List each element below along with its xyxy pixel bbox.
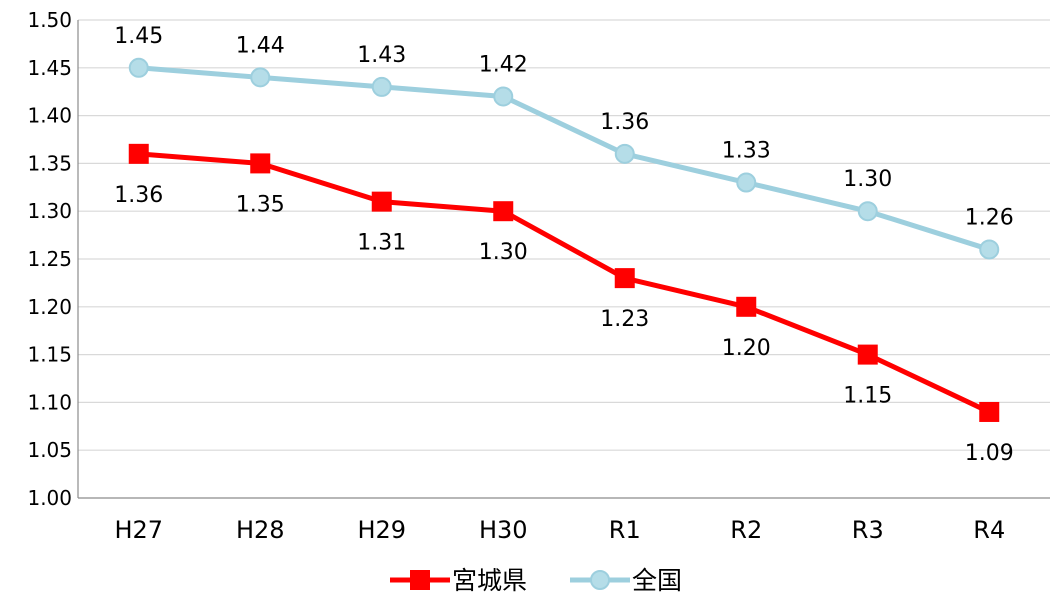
data-point bbox=[736, 296, 757, 317]
data-label: 1.36 bbox=[600, 110, 649, 135]
y-tick-label: 1.50 bbox=[27, 8, 72, 32]
data-label: 1.42 bbox=[479, 52, 528, 77]
axes bbox=[77, 20, 1050, 499]
data-label: 1.43 bbox=[357, 43, 406, 68]
y-tick-label: 1.40 bbox=[27, 104, 72, 128]
legend: 宮城県 全国 bbox=[390, 566, 682, 595]
y-tick-label: 1.15 bbox=[27, 343, 72, 367]
data-point bbox=[493, 86, 514, 107]
data-label: 1.09 bbox=[965, 441, 1014, 466]
data-point bbox=[493, 201, 514, 222]
y-tick-label: 1.45 bbox=[27, 56, 72, 80]
y-tick-label: 1.00 bbox=[27, 486, 72, 510]
data-point bbox=[614, 268, 635, 289]
data-label: 1.36 bbox=[114, 183, 163, 208]
legend-label: 宮城県 bbox=[452, 566, 527, 595]
x-tick-label: R1 bbox=[609, 516, 641, 544]
data-point bbox=[250, 153, 271, 174]
data-point bbox=[736, 172, 757, 193]
series-line bbox=[138, 151, 991, 415]
data-point bbox=[614, 143, 635, 164]
x-tick-label: R4 bbox=[973, 516, 1005, 544]
data-label: 1.26 bbox=[965, 205, 1014, 230]
data-label: 1.15 bbox=[843, 384, 892, 409]
x-tick-label: H30 bbox=[479, 516, 528, 544]
data-label: 1.44 bbox=[236, 33, 285, 58]
data-label: 1.20 bbox=[722, 336, 771, 361]
legend-marker bbox=[410, 570, 430, 590]
y-tick-label: 1.10 bbox=[27, 390, 72, 414]
y-tick-label: 1.30 bbox=[27, 199, 72, 223]
data-label: 1.30 bbox=[479, 240, 528, 265]
data-point bbox=[979, 401, 1000, 422]
x-axis-tick-labels: H27 H28 H29 H30 R1 R2 R3 R4 bbox=[114, 516, 1005, 544]
y-axis-tick-labels: 1.00 1.05 1.10 1.15 1.20 1.25 1.30 1.35 1.40 1.45… bbox=[27, 8, 72, 510]
x-tick-label: R2 bbox=[730, 516, 762, 544]
y-tick-label: 1.35 bbox=[27, 151, 72, 175]
series-line bbox=[138, 65, 991, 252]
x-tick-label: H27 bbox=[114, 516, 163, 544]
data-point bbox=[371, 191, 392, 212]
gridlines bbox=[78, 19, 1050, 451]
data-point bbox=[128, 143, 149, 164]
x-tick-label: H28 bbox=[236, 516, 285, 544]
legend-marker bbox=[590, 570, 610, 590]
data-label: 1.23 bbox=[600, 307, 649, 332]
series bbox=[128, 57, 1000, 422]
data-label: 1.33 bbox=[722, 139, 771, 164]
data-point bbox=[250, 67, 271, 88]
data-point bbox=[371, 76, 392, 97]
data-label: 1.45 bbox=[114, 24, 163, 49]
x-tick-label: R3 bbox=[852, 516, 884, 544]
data-point bbox=[857, 201, 878, 222]
data-point bbox=[979, 239, 1000, 260]
y-tick-label: 1.25 bbox=[27, 247, 72, 271]
data-label: 1.30 bbox=[843, 167, 892, 192]
x-tick-label: H29 bbox=[357, 516, 406, 544]
legend-label: 全国 bbox=[632, 566, 682, 595]
y-tick-label: 1.05 bbox=[27, 438, 72, 462]
data-label: 1.31 bbox=[357, 231, 406, 256]
data-point bbox=[857, 344, 878, 365]
y-tick-label: 1.20 bbox=[27, 295, 72, 319]
data-labels: 1.45 1.44 1.43 1.42 1.36 1.33 1.30 1.26 1.36 1.35… bbox=[114, 24, 1013, 466]
data-label: 1.35 bbox=[236, 192, 285, 217]
data-point bbox=[128, 57, 149, 78]
